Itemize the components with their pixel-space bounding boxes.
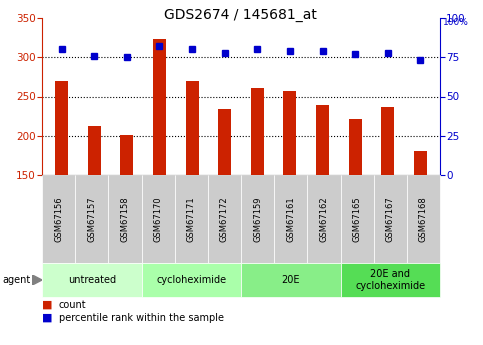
Text: ■: ■ (42, 300, 53, 310)
Text: 20E and
cycloheximide: 20E and cycloheximide (355, 269, 426, 291)
Text: GDS2674 / 145681_at: GDS2674 / 145681_at (164, 8, 316, 22)
Text: percentile rank within the sample: percentile rank within the sample (59, 313, 224, 323)
Text: GSM67172: GSM67172 (220, 196, 229, 242)
Bar (414, 151, 427, 175)
Text: GSM67165: GSM67165 (353, 196, 362, 242)
Bar (284, 91, 297, 175)
Text: count: count (59, 300, 86, 310)
Text: GSM67170: GSM67170 (154, 196, 163, 242)
Text: agent: agent (2, 275, 30, 285)
Bar (251, 88, 264, 175)
Text: GSM67157: GSM67157 (87, 196, 96, 242)
Text: 100%: 100% (443, 18, 469, 27)
Bar (153, 39, 166, 175)
Text: 20E: 20E (282, 275, 300, 285)
Text: ■: ■ (42, 313, 53, 323)
Bar (88, 126, 101, 175)
Bar (185, 81, 199, 175)
Text: GSM67161: GSM67161 (286, 196, 295, 242)
Text: GSM67168: GSM67168 (419, 196, 428, 242)
Bar (55, 81, 68, 175)
Text: GSM67171: GSM67171 (187, 196, 196, 242)
Text: GSM67156: GSM67156 (54, 196, 63, 242)
Bar (120, 135, 133, 175)
Polygon shape (32, 275, 42, 285)
Text: GSM67162: GSM67162 (319, 196, 328, 242)
Text: cycloheximide: cycloheximide (156, 275, 227, 285)
Bar (218, 109, 231, 175)
Text: GSM67159: GSM67159 (253, 196, 262, 242)
Text: GSM67167: GSM67167 (386, 196, 395, 242)
Bar (316, 105, 329, 175)
Text: untreated: untreated (68, 275, 116, 285)
Bar (349, 119, 362, 175)
Text: GSM67158: GSM67158 (120, 196, 129, 242)
Bar (381, 108, 394, 175)
